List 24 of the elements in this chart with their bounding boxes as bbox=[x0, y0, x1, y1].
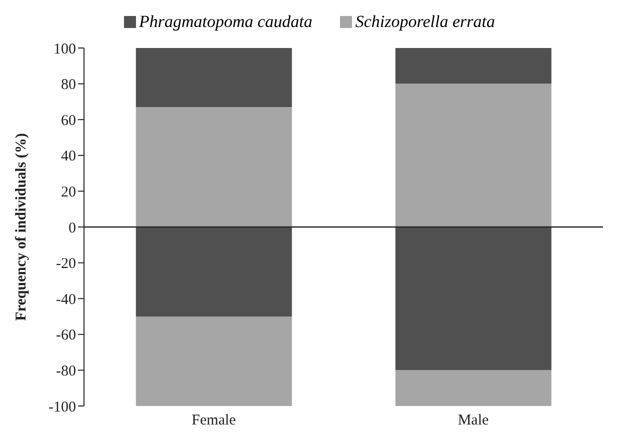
bar bbox=[395, 84, 552, 227]
bar bbox=[136, 316, 292, 406]
bar bbox=[136, 48, 292, 108]
y-tick-label: -80 bbox=[56, 364, 76, 380]
y-tick-label: 20 bbox=[61, 184, 76, 201]
y-tick-label: -100 bbox=[48, 399, 76, 416]
y-tick-label: 0 bbox=[68, 220, 76, 236]
y-tick-label: 40 bbox=[61, 148, 76, 165]
y-tick-label: 60 bbox=[61, 112, 76, 129]
legend-label: Phragmatopoma caudata bbox=[138, 12, 312, 32]
y-tick-label: 100 bbox=[54, 41, 76, 58]
bar bbox=[136, 107, 292, 227]
x-tick-label: Male bbox=[458, 412, 489, 429]
bar bbox=[395, 370, 552, 406]
x-tick-label: Female bbox=[192, 412, 236, 429]
legend-label: Schizoporella errata bbox=[354, 12, 495, 32]
y-axis-title: Frequency of individuals (%) bbox=[13, 133, 30, 321]
y-tick-label: 80 bbox=[61, 77, 76, 94]
bar bbox=[136, 227, 292, 316]
y-tick-label: -60 bbox=[56, 328, 76, 344]
y-tick-label: -40 bbox=[56, 292, 76, 308]
y-tick-label: -20 bbox=[56, 256, 76, 272]
bar bbox=[395, 227, 552, 370]
bar bbox=[395, 48, 552, 84]
